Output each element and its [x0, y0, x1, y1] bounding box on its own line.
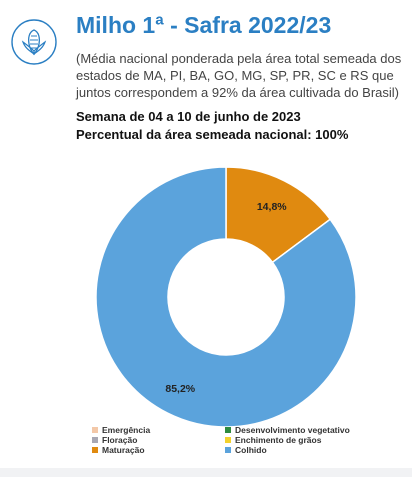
corn-icon [11, 19, 57, 65]
legend-item: Emergência [92, 425, 150, 435]
legend-item: Floração [92, 435, 137, 445]
legend-item: Enchimento de grãos [225, 435, 321, 445]
page-subtitle: (Média nacional ponderada pela área tota… [76, 51, 402, 100]
slice-colhido [95, 166, 357, 428]
legend-swatch [225, 447, 231, 453]
legend-swatch [92, 437, 98, 443]
legend-swatch [225, 437, 231, 443]
legend-swatch [92, 447, 98, 453]
legend-swatch [92, 427, 98, 433]
page-title: Milho 1ª - Safra 2022/23 [76, 12, 332, 38]
legend-label: Floração [102, 435, 138, 445]
legend-label: Enchimento de grãos [235, 435, 322, 445]
data-label-maturacao: 14,8% [257, 201, 287, 213]
legend-label: Emergência [102, 425, 151, 435]
week-text: Semana de 04 a 10 de junho de 2023 [76, 109, 301, 124]
legend-label: Maturação [102, 445, 145, 455]
legend-item: Colhido [225, 445, 267, 455]
legend-item: Desenvolvimento vegetativo [225, 425, 350, 435]
legend-label: Desenvolvimento vegetativo [235, 425, 350, 435]
legend-swatch [225, 427, 231, 433]
legend-item: Maturação [92, 445, 145, 455]
data-label-colhido: 85,2% [165, 383, 195, 395]
footer-band [0, 468, 412, 477]
legend-label: Colhido [235, 445, 267, 455]
area-percent-text: Percentual da área semeada nacional: 100… [76, 127, 349, 142]
